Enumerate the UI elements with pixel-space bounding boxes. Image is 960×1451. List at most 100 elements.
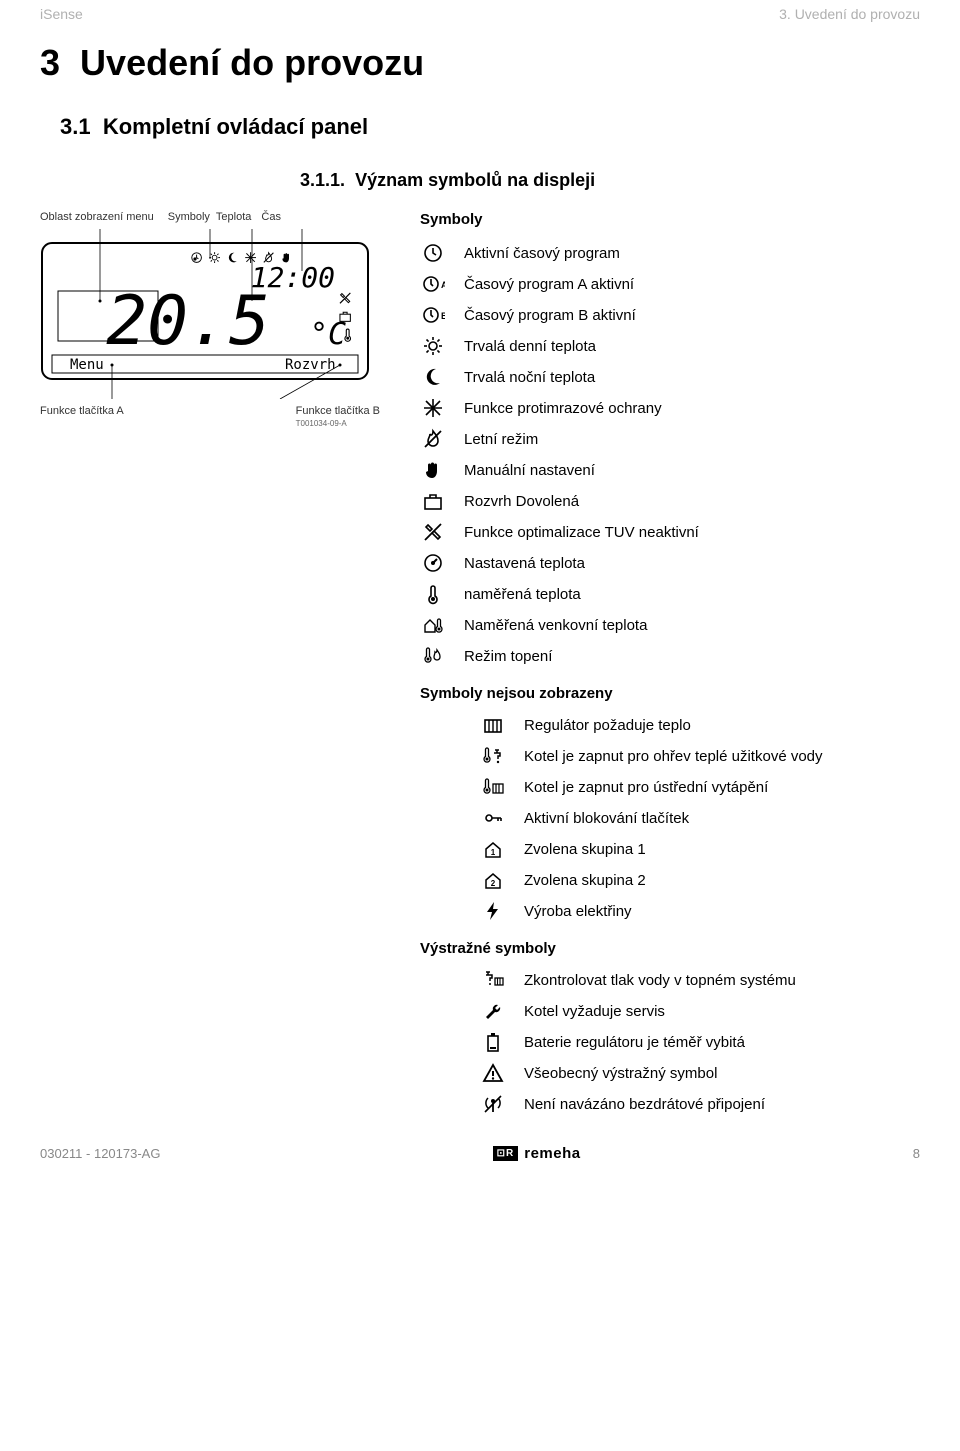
- legend-label: Rozvrh Dovolená: [464, 493, 579, 510]
- legend-item: Výroba elektřiny: [480, 900, 920, 922]
- lcd-temp: 20.5: [106, 282, 270, 361]
- dial-icon: [420, 552, 446, 574]
- legend-label: Trvalá noční teplota: [464, 369, 595, 386]
- legend-item: Kotel je zapnut pro ústřední vytápění: [480, 776, 920, 798]
- legend-label: Není navázáno bezdrátové připojení: [524, 1096, 765, 1113]
- legend-title: Symboly: [420, 211, 920, 228]
- legend-item: Rozvrh Dovolená: [420, 490, 920, 512]
- thermo-house-icon: [420, 614, 446, 636]
- legend-label: Zvolena skupina 2: [524, 872, 646, 889]
- legend-label: Kotel je zapnut pro ohřev teplé užitkové…: [524, 748, 823, 765]
- legend-item: Aktivní časový program: [420, 242, 920, 264]
- legend-label: Manuální nastavení: [464, 462, 595, 479]
- legend-item: Nastavená teplota: [420, 552, 920, 574]
- tool-off-icon: [420, 521, 446, 543]
- footer-page: 8: [913, 1146, 920, 1161]
- diagram-ref: T001034-09-A: [296, 419, 347, 428]
- legend-item: Časový program A aktivní: [420, 273, 920, 295]
- legend-label: Kotel je zapnut pro ústřední vytápění: [524, 779, 768, 796]
- radiator-icon: [480, 714, 506, 736]
- legend-item: Baterie regulátoru je téměř vybitá: [480, 1031, 920, 1053]
- key-lock-icon: [480, 807, 506, 829]
- clock-b-icon: [420, 304, 446, 326]
- house-1-icon: [480, 838, 506, 860]
- thermo-flame-icon: [420, 645, 446, 667]
- legend-item: Časový program B aktivní: [420, 304, 920, 326]
- lcd-unit: °C: [310, 317, 346, 352]
- section-title: 3 Uvedení do provozu: [40, 42, 920, 84]
- tap-gauge-icon: [480, 969, 506, 991]
- thermo-tap-icon: [480, 745, 506, 767]
- legend-item: Zvolena skupina 1: [480, 838, 920, 860]
- label-area: Oblast zobrazení menu: [40, 211, 154, 223]
- legend-item: Aktivní blokování tlačítek: [480, 807, 920, 829]
- legend-label: Naměřená venkovní teplota: [464, 617, 647, 634]
- legend-label: Aktivní blokování tlačítek: [524, 810, 689, 827]
- legend-item: Všeobecný výstražný symbol: [480, 1062, 920, 1084]
- antenna-off-icon: [480, 1093, 506, 1115]
- legend-label: Zkontrolovat tlak vody v topném systému: [524, 972, 796, 989]
- legend-label: Baterie regulátoru je téměř vybitá: [524, 1034, 745, 1051]
- sun-icon: [420, 335, 446, 357]
- lcd-screen: 12:00 20.5 °C Menu Rozvrh: [40, 229, 370, 399]
- hand-icon: [420, 459, 446, 481]
- legend-item: Regulátor požaduje teplo: [480, 714, 920, 736]
- clock-a-icon: [420, 273, 446, 295]
- legend-label: Režim topení: [464, 648, 552, 665]
- legend-item: Letní režim: [420, 428, 920, 450]
- legend-item: Není navázáno bezdrátové připojení: [480, 1093, 920, 1115]
- warning-icon: [480, 1062, 506, 1084]
- legend-item: Režim topení: [420, 645, 920, 667]
- subsub-title: 3.1.1. Význam symbolů na displeji: [300, 170, 920, 191]
- lcd-diagram: Oblast zobrazení menu Symboly Teplota Ča…: [40, 211, 380, 1115]
- legend-label: Nastavená teplota: [464, 555, 585, 572]
- lcd-btn-right: Rozvrh: [285, 357, 336, 373]
- legend-item: Manuální nastavení: [420, 459, 920, 481]
- legend-item: Zkontrolovat tlak vody v topném systému: [480, 969, 920, 991]
- label-func-b: Funkce tlačítka B: [296, 405, 380, 417]
- legend-item: Kotel je zapnut pro ohřev teplé užitkové…: [480, 745, 920, 767]
- legend-group2-title: Symboly nejsou zobrazeny: [420, 685, 920, 702]
- legend-item: naměřená teplota: [420, 583, 920, 605]
- lcd-btn-left: Menu: [70, 357, 104, 373]
- page-header: iSense 3. Uvedení do provozu: [40, 0, 920, 32]
- legend-label: Funkce optimalizace TUV neaktivní: [464, 524, 699, 541]
- moon-icon: [420, 366, 446, 388]
- legend-label: Časový program A aktivní: [464, 276, 634, 293]
- snowflake-icon: [420, 397, 446, 419]
- page-footer: 030211 - 120173-AG ⊡R remeha 8: [40, 1145, 920, 1162]
- label-temp: Teplota: [216, 211, 251, 223]
- legend-label: naměřená teplota: [464, 586, 581, 603]
- legend-label: Kotel vyžaduje servis: [524, 1003, 665, 1020]
- footer-logo-icon: ⊡R: [493, 1146, 519, 1161]
- label-symbols: Symboly: [168, 211, 210, 223]
- header-right: 3. Uvedení do provozu: [779, 6, 920, 22]
- legend-group3-title: Výstražné symboly: [420, 940, 920, 957]
- header-left: iSense: [40, 6, 83, 22]
- label-time: Čas: [261, 211, 281, 223]
- legend-item: Funkce optimalizace TUV neaktivní: [420, 521, 920, 543]
- battery-low-icon: [480, 1031, 506, 1053]
- label-func-a: Funkce tlačítka A: [40, 405, 124, 429]
- legend-label: Aktivní časový program: [464, 245, 620, 262]
- house-2-icon: [480, 869, 506, 891]
- flame-off-icon: [420, 428, 446, 450]
- legend-item: Kotel vyžaduje servis: [480, 1000, 920, 1022]
- footer-left: 030211 - 120173-AG: [40, 1146, 160, 1161]
- legend-label: Funkce protimrazové ochrany: [464, 400, 662, 417]
- legend-item: Trvalá denní teplota: [420, 335, 920, 357]
- clock-icon: [420, 242, 446, 264]
- legend-label: Letní režim: [464, 431, 538, 448]
- thermo-icon: [420, 583, 446, 605]
- bolt-icon: [480, 900, 506, 922]
- legend-item: Zvolena skupina 2: [480, 869, 920, 891]
- legend-label: Časový program B aktivní: [464, 307, 636, 324]
- legend-item: Trvalá noční teplota: [420, 366, 920, 388]
- thermo-radiator-icon: [480, 776, 506, 798]
- subsection-title: 3.1 Kompletní ovládací panel: [60, 114, 920, 140]
- legend-item: Naměřená venkovní teplota: [420, 614, 920, 636]
- legend-label: Výroba elektřiny: [524, 903, 632, 920]
- legend-label: Trvalá denní teplota: [464, 338, 596, 355]
- legend-item: Funkce protimrazové ochrany: [420, 397, 920, 419]
- legend-label: Všeobecný výstražný symbol: [524, 1065, 717, 1082]
